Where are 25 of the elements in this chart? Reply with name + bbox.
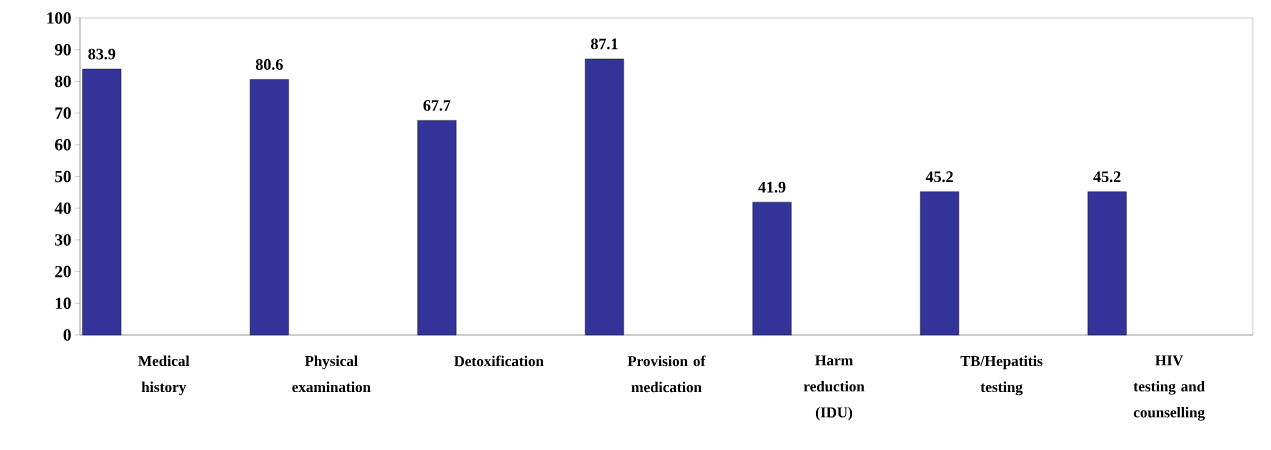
data-label: 41.9 — [758, 181, 786, 193]
y-tick-label: 50 — [55, 170, 71, 183]
data-label: 80.6 — [255, 59, 283, 70]
data-label: 83.9 — [88, 48, 116, 60]
x-tick-label: Physical examination — [292, 355, 371, 393]
x-tick-label: Detoxification — [454, 355, 544, 367]
y-tick-label: 30 — [55, 234, 71, 246]
y-tick-label: 20 — [55, 265, 71, 278]
y-tick-label: 60 — [55, 139, 71, 151]
x-tick-label: TB/Hepatitis testing — [960, 355, 1043, 396]
data-label: 45.2 — [925, 171, 953, 183]
y-tick-label: 90 — [54, 43, 71, 56]
x-tick-label: Provision of medication — [627, 355, 706, 393]
y-tick-label: 70 — [55, 107, 71, 119]
x-tick-label: HIV testing and counselling — [1133, 355, 1205, 421]
x-tick-label: Harm reduction (IDU) — [803, 355, 865, 421]
y-tick-label: 0 — [63, 329, 71, 341]
data-label: 45.2 — [1093, 171, 1121, 183]
y-tick-label: 40 — [54, 202, 71, 214]
y-tick-label: 100 — [47, 12, 71, 24]
x-tick-label: Medical history — [138, 355, 190, 396]
y-tick-label: 80 — [55, 75, 71, 88]
y-tick-label: 10 — [55, 297, 71, 310]
data-label: 87.1 — [590, 38, 618, 50]
data-label: 67.7 — [423, 100, 451, 111]
